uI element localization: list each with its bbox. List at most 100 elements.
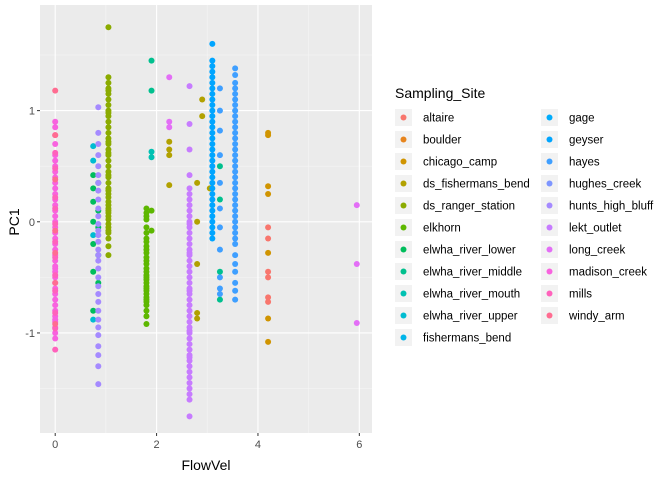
data-point-mills: [52, 194, 59, 201]
legend-label: ds_ranger_station: [423, 201, 515, 213]
data-point-ds-ranger-station: [105, 109, 112, 116]
legend-label: fishermans_bend: [423, 333, 511, 345]
data-point-mills: [52, 254, 59, 261]
legend-title: Sampling_Site: [395, 85, 485, 101]
data-point-elkhorn: [143, 302, 150, 309]
data-point-chicago-camp: [265, 190, 272, 197]
data-point-hunts-high-bluff: [95, 352, 102, 359]
legend-key-dot: [400, 136, 407, 143]
data-point-hayes: [232, 213, 239, 220]
data-point-elwha-river-middle: [148, 57, 155, 64]
data-point-hayes: [232, 168, 239, 175]
data-point-lekt-outlet: [186, 268, 193, 275]
data-point-hunts-high-bluff: [95, 179, 102, 186]
data-point-lekt-outlet: [186, 196, 193, 203]
data-point-madison-creek: [52, 124, 59, 131]
data-point-hayes: [216, 274, 223, 281]
data-point-geyser: [209, 202, 216, 209]
data-point-lekt-outlet: [186, 83, 193, 90]
legend-label: chicago_camp: [423, 157, 497, 169]
data-point-chicago-camp: [265, 249, 272, 256]
plot-panel: [40, 5, 372, 433]
data-point-ds-ranger-station: [105, 157, 112, 164]
data-point-hunts-high-bluff: [95, 252, 102, 259]
data-point-elwha-river-upper: [90, 143, 97, 150]
data-point-lekt-outlet: [186, 396, 193, 403]
data-point-geyser: [209, 102, 216, 109]
y-tick-label: 0: [29, 217, 35, 229]
data-point-geyser: [209, 63, 216, 70]
data-point-geyser: [209, 152, 216, 159]
legend-label: hughes_creek: [569, 179, 641, 191]
legend-label: elwha_river_lower: [423, 245, 516, 257]
data-point-lekt-outlet: [186, 207, 193, 214]
data-point-hunts-high-bluff: [95, 363, 102, 370]
data-point-lekt-outlet: [186, 413, 193, 420]
data-point-geyser: [209, 113, 216, 120]
data-point-hayes: [232, 235, 239, 242]
data-point-lekt-outlet: [186, 296, 193, 303]
data-point-windy-arm: [52, 249, 59, 256]
data-point-geyser: [209, 179, 216, 186]
data-point-hayes: [232, 279, 239, 286]
data-point-ds-ranger-station: [105, 96, 112, 103]
data-point-ds-fishermans-bend: [199, 113, 206, 120]
legend-key-dot: [546, 224, 553, 231]
x-tick-label: 0: [52, 439, 58, 451]
data-point-hayes: [232, 174, 239, 181]
data-point-long-creek: [166, 74, 173, 81]
data-point-ds-ranger-station: [105, 216, 112, 223]
legend-key-dot: [400, 158, 407, 165]
data-point-hayes: [232, 241, 239, 248]
legend-label: gage: [569, 113, 595, 125]
data-points: [52, 24, 360, 420]
data-point-hayes: [232, 129, 239, 136]
data-point-long-creek: [166, 124, 173, 131]
legend-label: madison_creek: [569, 267, 647, 279]
data-point-long-creek: [353, 261, 360, 268]
data-point-geyser: [209, 174, 216, 181]
data-point-geyser: [209, 213, 216, 220]
data-point-lekt-outlet: [186, 257, 193, 264]
data-point-geyser: [209, 190, 216, 197]
data-point-hayes: [216, 107, 223, 114]
data-point-elwha-river-middle: [216, 296, 223, 303]
data-point-elkhorn: [148, 227, 155, 234]
data-point-hunts-high-bluff: [95, 246, 102, 253]
data-point-elkhorn: [148, 207, 155, 214]
data-point-ds-ranger-station: [105, 243, 112, 250]
data-point-hayes: [232, 218, 239, 225]
data-point-lekt-outlet: [186, 185, 193, 192]
data-point-lekt-outlet: [186, 318, 193, 325]
data-point-chicago-camp: [265, 183, 272, 190]
data-point-geyser: [209, 146, 216, 153]
legend-key-dot: [546, 246, 553, 253]
data-point-hayes: [232, 202, 239, 209]
data-point-geyser: [209, 96, 216, 103]
data-point-geyser: [209, 218, 216, 225]
x-tick-label: 6: [356, 439, 362, 451]
data-point-hunts-high-bluff: [95, 274, 102, 281]
data-point-elkhorn: [143, 238, 150, 245]
legend-label: geyser: [569, 135, 604, 147]
data-point-ds-ranger-station: [105, 129, 112, 136]
data-point-mills: [52, 165, 59, 172]
data-point-lekt-outlet: [186, 249, 193, 256]
data-point-hunts-high-bluff: [95, 221, 102, 228]
data-point-elwha-river-upper: [90, 157, 97, 164]
data-point-hunts-high-bluff: [95, 298, 102, 305]
data-point-lekt-outlet: [186, 279, 193, 286]
data-point-hunts-high-bluff: [95, 238, 102, 245]
data-point-ds-fishermans-bend: [166, 146, 173, 153]
data-point-hayes: [232, 135, 239, 142]
data-point-hayes: [232, 163, 239, 170]
data-point-ds-fishermans-bend: [194, 218, 201, 225]
data-point-ds-fishermans-bend: [194, 261, 201, 268]
data-point-geyser: [209, 224, 216, 231]
data-point-elwha-river-lower: [90, 198, 97, 205]
data-point-madison-creek: [52, 316, 59, 323]
data-point-lekt-outlet: [186, 221, 193, 228]
data-point-lekt-outlet: [186, 172, 193, 179]
data-point-lekt-outlet: [186, 346, 193, 353]
data-point-hunts-high-bluff: [95, 265, 102, 272]
